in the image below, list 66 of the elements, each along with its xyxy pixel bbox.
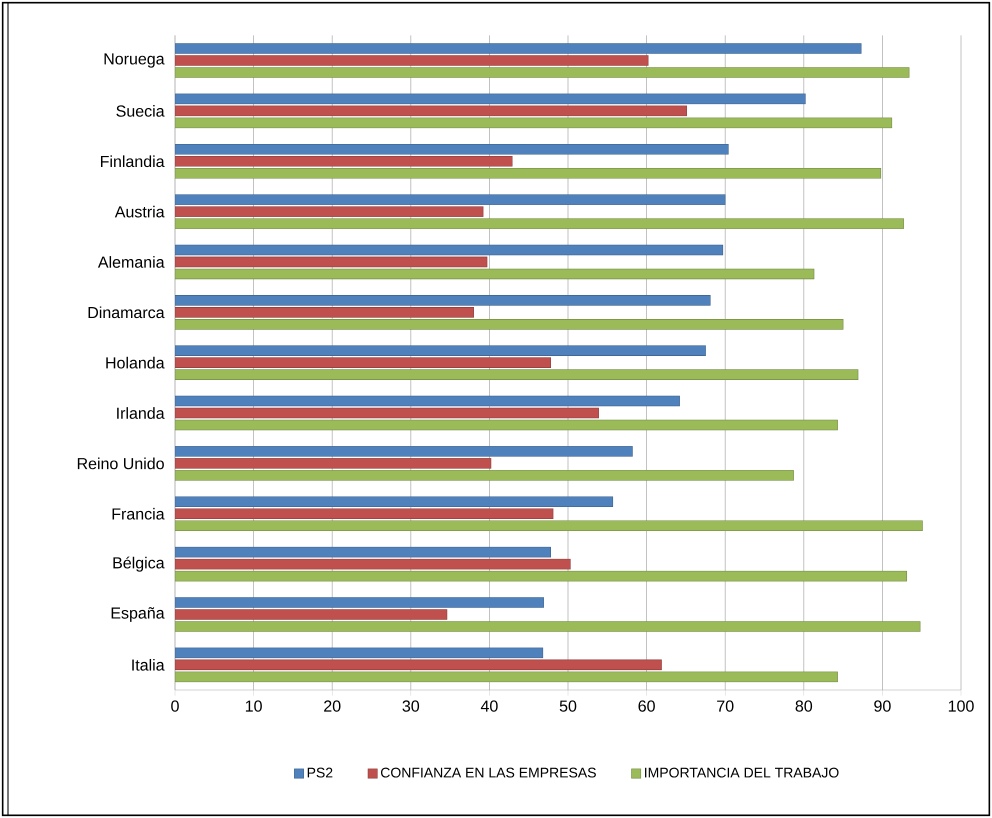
bar bbox=[175, 470, 794, 481]
bar bbox=[175, 244, 724, 256]
x-tick-label: 30 bbox=[402, 700, 420, 712]
bar bbox=[175, 508, 554, 520]
bar bbox=[175, 268, 814, 280]
bar bbox=[175, 621, 920, 632]
bar bbox=[175, 369, 858, 380]
bar bbox=[175, 420, 838, 430]
bar bbox=[175, 94, 806, 104]
x-tick-label: 40 bbox=[480, 700, 498, 712]
x-tick-label: 60 bbox=[638, 700, 655, 712]
bar bbox=[175, 319, 844, 330]
bar bbox=[175, 609, 448, 620]
bar bbox=[175, 118, 892, 128]
bar bbox=[175, 458, 492, 469]
bar bbox=[175, 307, 474, 318]
bar bbox=[175, 496, 614, 508]
x-tick-label: 90 bbox=[874, 700, 891, 712]
x-tick-label: 80 bbox=[796, 700, 812, 712]
x-tick-label: 0 bbox=[171, 700, 179, 712]
y-tick-label: Reino Unido bbox=[78, 458, 164, 470]
bar bbox=[175, 597, 544, 608]
bar bbox=[175, 43, 862, 54]
y-tick-label: Dinamarca bbox=[88, 306, 165, 318]
bar bbox=[175, 520, 923, 532]
y-tick-label: España bbox=[112, 607, 165, 622]
y-tick-label: Francia bbox=[112, 508, 165, 520]
bar bbox=[175, 106, 687, 116]
x-tick-label: 100 bbox=[948, 700, 974, 712]
bar bbox=[175, 446, 633, 457]
bar bbox=[175, 295, 711, 306]
y-tick-label: Holanda bbox=[106, 356, 165, 369]
y-tick-label: Noruega bbox=[104, 53, 165, 68]
legend-label: CONFIANZA EN LAS EMPRESAS bbox=[380, 768, 596, 778]
bar bbox=[175, 156, 512, 167]
x-tick-label: 20 bbox=[324, 700, 340, 712]
bar bbox=[175, 144, 729, 155]
bar bbox=[175, 256, 488, 268]
bar bbox=[175, 408, 599, 418]
bar bbox=[175, 357, 551, 368]
bar bbox=[175, 67, 910, 78]
bar bbox=[175, 570, 908, 582]
legend-label: PS2 bbox=[308, 768, 332, 778]
bar bbox=[175, 660, 662, 670]
bar bbox=[175, 345, 706, 356]
bar bbox=[175, 558, 571, 570]
x-tick-label: 70 bbox=[717, 700, 734, 712]
bar bbox=[175, 206, 484, 217]
y-tick-label: Suecia bbox=[116, 105, 165, 117]
y-tick-label: Italia bbox=[132, 658, 165, 671]
x-tick-label: 10 bbox=[246, 700, 262, 712]
bar bbox=[175, 648, 544, 658]
bar bbox=[175, 194, 726, 205]
bar bbox=[175, 546, 551, 558]
bar bbox=[175, 168, 882, 179]
legend-label: IMPORTANCIA DEL TRABAJO bbox=[645, 768, 839, 778]
y-tick-label: Austria bbox=[114, 206, 165, 218]
y-tick-label: Alemania bbox=[98, 256, 165, 268]
y-tick-label: Finlandia bbox=[100, 155, 165, 168]
bar bbox=[175, 218, 904, 229]
x-tick-label: 50 bbox=[560, 700, 576, 712]
y-tick-label: Irlanda bbox=[117, 407, 165, 419]
bar bbox=[175, 55, 648, 66]
bar bbox=[175, 672, 838, 682]
y-tick-label: Bélgica bbox=[113, 556, 165, 572]
bar bbox=[175, 396, 680, 406]
